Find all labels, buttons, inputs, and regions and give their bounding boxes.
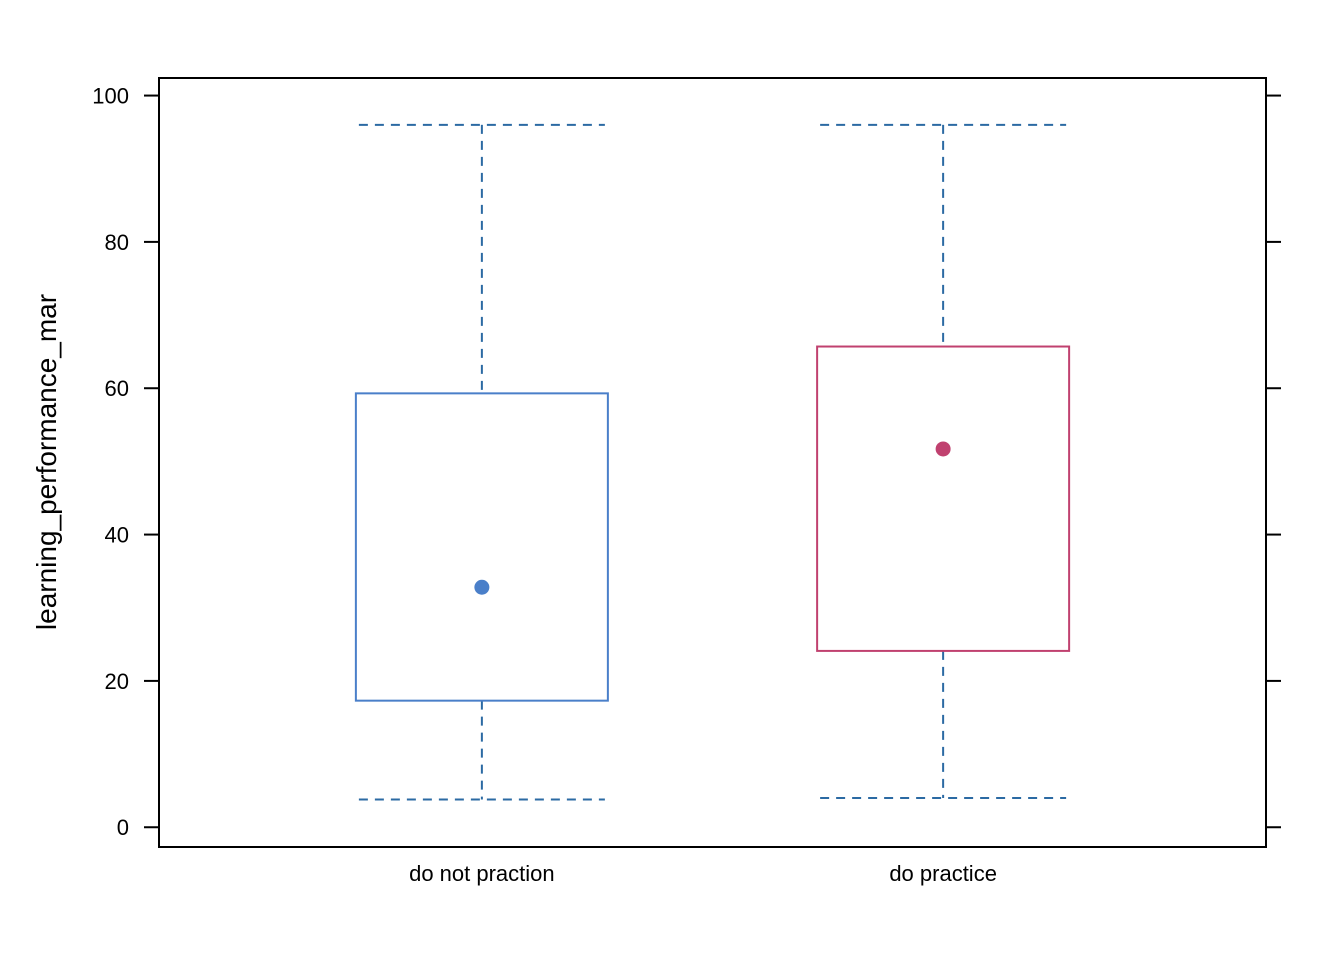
y-tick-label: 80 [105, 230, 129, 255]
plot-frame [158, 77, 1267, 848]
box-group [354, 123, 609, 801]
y-axis: 0 20 40 60 80 100 [92, 84, 1281, 840]
median-point [935, 441, 951, 457]
x-axis: do not praction do practice [409, 861, 997, 886]
y-axis-title: learning_performance_mar [31, 294, 62, 630]
box-group [816, 123, 1071, 799]
median-point [474, 579, 490, 595]
y-tick-label: 0 [117, 815, 129, 840]
boxes [354, 123, 1071, 801]
y-tick-label: 20 [105, 669, 129, 694]
x-category-label: do practice [889, 861, 997, 886]
y-tick-label: 40 [105, 523, 129, 548]
x-category-label: do not praction [409, 861, 555, 886]
box-iqr [354, 392, 609, 702]
y-tick-label: 100 [92, 84, 129, 109]
y-tick-label: 60 [105, 376, 129, 401]
box-iqr [816, 345, 1071, 652]
